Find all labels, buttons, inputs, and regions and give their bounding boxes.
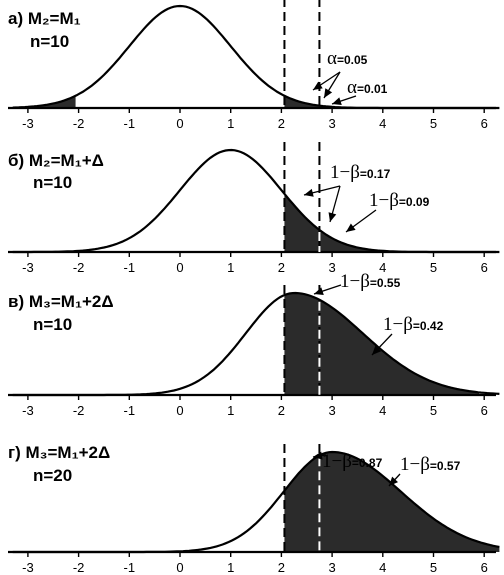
x-tick-label: -1 — [124, 560, 136, 575]
shaded-region — [284, 293, 480, 395]
x-tick-label: 3 — [328, 560, 335, 575]
arrowhead — [389, 476, 399, 486]
x-tick-label: 5 — [430, 260, 437, 275]
arrowhead — [328, 212, 337, 222]
x-tick-label: -3 — [22, 403, 34, 418]
annotation-label: 1−β=0.55 — [340, 271, 401, 292]
x-tick-label: 6 — [481, 116, 488, 131]
x-tick-label: 5 — [430, 116, 437, 131]
arrowhead — [324, 88, 333, 98]
distribution-curve — [12, 4, 500, 110]
sample-size-label: n=10 — [30, 32, 69, 51]
x-tick-label: 0 — [176, 560, 183, 575]
x-tick-label: -2 — [73, 260, 85, 275]
annotation-label: 1−β=0.87 — [322, 451, 383, 472]
x-tick-label: -3 — [22, 560, 34, 575]
x-tick-label: -1 — [124, 116, 136, 131]
x-tick-label: 4 — [379, 403, 386, 418]
x-tick-label: 2 — [278, 260, 285, 275]
x-tick-label: -2 — [73, 403, 85, 418]
x-tick-label: -1 — [124, 403, 136, 418]
panel-title: а) M₂=M₁ — [8, 9, 81, 28]
annotation-label: 1−β=0.17 — [330, 162, 391, 183]
panel-title: в) M₃=M₁+2Δ — [8, 292, 114, 311]
x-tick-label: 6 — [481, 260, 488, 275]
x-tick-label: -1 — [124, 260, 136, 275]
panel-title: г) M₃=M₁+2Δ — [8, 443, 110, 462]
x-tick-label: 4 — [379, 116, 386, 131]
x-tick-label: 6 — [481, 560, 488, 575]
annotation-label: 1−β=0.57 — [400, 454, 461, 475]
sample-size-label: n=10 — [33, 315, 72, 334]
arrowhead — [314, 287, 324, 295]
x-tick-label: 0 — [176, 260, 183, 275]
panel-title: б) M₂=M₁+Δ — [8, 151, 104, 170]
x-tick-label: 6 — [481, 403, 488, 418]
arrowhead — [304, 188, 314, 197]
panel-4: -3 -2 -1 0 1 2 3 4 5 6 г) M₃=M₁+2Δ n=20 1−β=0.87 1−β=… — [8, 443, 500, 575]
annotation-label: 1−β=0.42 — [383, 314, 444, 335]
x-tick-label: 1 — [227, 260, 234, 275]
x-tick-label: 0 — [176, 116, 183, 131]
x-tick-label: 2 — [278, 116, 285, 131]
sample-size-label: n=10 — [33, 173, 72, 192]
x-tick-label: 3 — [328, 403, 335, 418]
x-tick-label: 5 — [430, 560, 437, 575]
arrowhead — [372, 345, 382, 355]
sample-size-label: n=20 — [33, 466, 72, 485]
arrowhead — [346, 223, 356, 232]
x-tick-label: -3 — [22, 116, 34, 131]
panel-2: -3 -2 -1 0 1 2 3 4 5 6 б) M₂=M₁+Δ n=10 1−β=0.17 1−β=0… — [8, 142, 500, 275]
x-tick-label: 0 — [176, 403, 183, 418]
x-tick-label: 3 — [328, 116, 335, 131]
x-tick-label: 1 — [227, 116, 234, 131]
annotation-label: α=0.05 — [327, 48, 368, 69]
panel-3: -3 -2 -1 0 1 2 3 4 5 6 в) M₃=M₁+2Δ n=10 1−β=0.55 1−β=… — [8, 271, 500, 418]
x-tick-label: 3 — [328, 260, 335, 275]
x-tick-label: 4 — [379, 560, 386, 575]
x-tick-label: 5 — [430, 403, 437, 418]
x-tick-label: 2 — [278, 403, 285, 418]
arrowhead — [332, 97, 342, 105]
annotation-label: α=0.01 — [347, 77, 388, 98]
x-tick-label: -3 — [22, 260, 34, 275]
arrowhead — [313, 81, 323, 90]
x-tick-label: 1 — [227, 560, 234, 575]
annotation-label: 1−β=0.09 — [369, 190, 430, 211]
x-tick-label: -2 — [73, 560, 85, 575]
x-tick-label: -2 — [73, 116, 85, 131]
shaded-region — [284, 193, 414, 252]
panel-1: -3 -2 -1 0 1 2 3 4 5 6 а) M₂=M₁ n=10 α=0.05 α=0.01 — [8, 0, 500, 131]
arrowhead — [313, 451, 323, 460]
x-tick-label: 2 — [278, 560, 285, 575]
shaded-region — [12, 95, 76, 108]
x-tick-label: 1 — [227, 403, 234, 418]
x-tick-label: 4 — [379, 260, 386, 275]
